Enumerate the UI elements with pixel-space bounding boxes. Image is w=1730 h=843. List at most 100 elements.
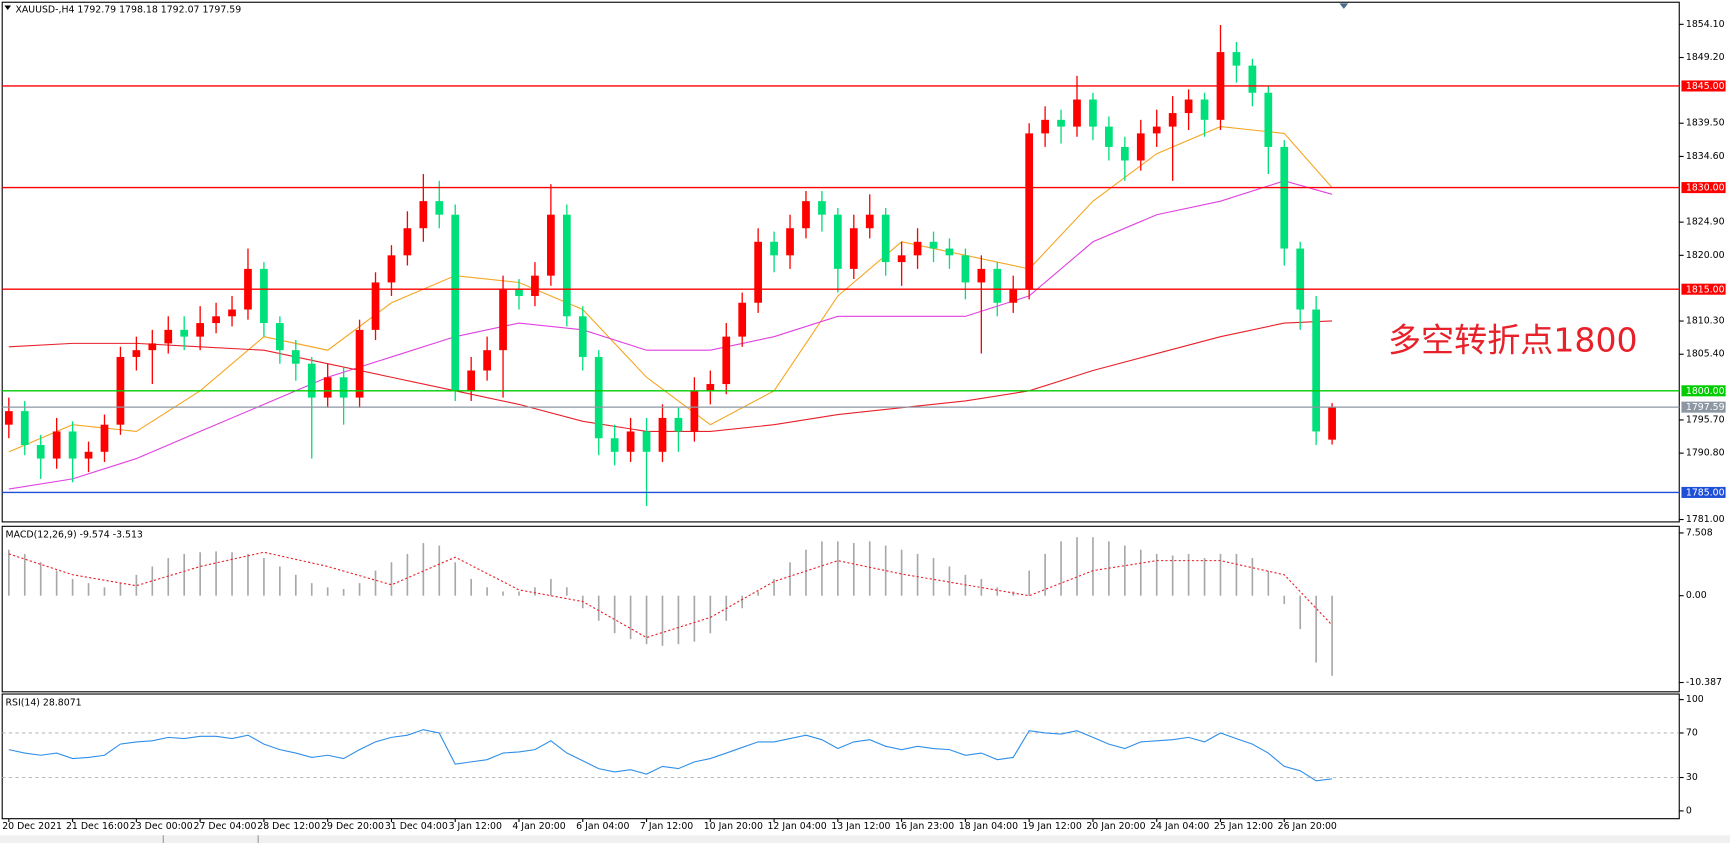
candle-body bbox=[562, 214, 571, 317]
candle-body bbox=[802, 201, 810, 229]
level-label: 1797.59 bbox=[1686, 402, 1725, 413]
y-tick-label: 1849.20 bbox=[1686, 52, 1725, 63]
candle-body bbox=[355, 329, 364, 398]
level-tag bbox=[1681, 80, 1726, 92]
candle-body bbox=[913, 241, 922, 256]
candle-body bbox=[36, 445, 45, 459]
x-tick-label: 16 Jan 23:00 bbox=[895, 821, 954, 832]
y-tick-label: 7.508 bbox=[1686, 527, 1713, 538]
candle-body bbox=[483, 350, 491, 371]
candle-body bbox=[1105, 126, 1113, 147]
candle-body bbox=[706, 384, 715, 391]
candle-body bbox=[1248, 65, 1257, 93]
candle-body bbox=[1009, 289, 1018, 303]
y-tick-label: 0.00 bbox=[1686, 590, 1707, 601]
candle-body bbox=[738, 302, 747, 337]
y-tick-label: 1834.60 bbox=[1686, 151, 1725, 162]
candle-body bbox=[387, 255, 396, 283]
x-tick-label: 23 Dec 00:00 bbox=[130, 821, 193, 832]
candle-body bbox=[148, 343, 157, 351]
candle-body bbox=[547, 214, 555, 276]
y-tick-label: 1781.00 bbox=[1686, 514, 1725, 525]
x-tick-label: 20 Jan 20:00 bbox=[1086, 821, 1145, 832]
candle-body bbox=[20, 411, 29, 446]
candle-body bbox=[626, 431, 635, 452]
candle-body bbox=[68, 431, 77, 459]
chart-title: XAUUSD-,H4 1792.79 1798.18 1792.07 1797.… bbox=[15, 4, 241, 15]
candle-body bbox=[1328, 407, 1336, 440]
candle-body bbox=[323, 377, 332, 398]
level-label: 1800.00 bbox=[1686, 386, 1725, 397]
candle-body bbox=[690, 390, 699, 432]
x-tick-label: 13 Jan 12:00 bbox=[831, 821, 890, 832]
moving-average bbox=[8, 180, 1333, 490]
menu-arrow bbox=[4, 5, 12, 10]
candle-body bbox=[1264, 92, 1273, 147]
level-tag bbox=[1681, 486, 1726, 498]
tab-bar bbox=[0, 835, 1730, 843]
candle-body bbox=[1152, 126, 1161, 134]
candle-body bbox=[451, 214, 460, 391]
candle-body bbox=[435, 201, 444, 215]
candle-body bbox=[1025, 133, 1034, 290]
candle-body bbox=[833, 214, 842, 269]
y-tick-label: 100 bbox=[1686, 694, 1704, 705]
level-tag bbox=[1681, 385, 1726, 397]
x-tick-label: 19 Jan 12:00 bbox=[1023, 821, 1082, 832]
candle-body bbox=[531, 275, 539, 296]
candle-body bbox=[594, 356, 603, 439]
candle-body bbox=[1136, 133, 1145, 161]
candle-body bbox=[180, 329, 189, 337]
candle-body bbox=[818, 201, 826, 215]
y-tick-label: 1790.80 bbox=[1686, 448, 1725, 459]
candle-body bbox=[212, 316, 220, 324]
candle-body bbox=[754, 241, 763, 303]
level-label: 1785.00 bbox=[1686, 487, 1725, 498]
x-tick-label: 10 Jan 20:00 bbox=[704, 821, 763, 832]
x-tick-label: 26 Jan 20:00 bbox=[1278, 821, 1337, 832]
signal-line bbox=[8, 551, 1333, 639]
y-tick-label: 1795.70 bbox=[1686, 414, 1725, 425]
y-tick-label: -10.387 bbox=[1686, 677, 1722, 688]
candle-body bbox=[100, 424, 109, 452]
candle-body bbox=[1296, 248, 1305, 310]
candle-body bbox=[371, 282, 380, 330]
level-label: 1830.00 bbox=[1686, 183, 1725, 194]
candle-body bbox=[419, 201, 428, 229]
candle-body bbox=[1200, 99, 1209, 120]
candle-body bbox=[4, 411, 13, 425]
x-tick-label: 25 Jan 12:00 bbox=[1214, 821, 1273, 832]
candle-body bbox=[499, 289, 507, 351]
candle-body bbox=[467, 370, 476, 391]
candle-body bbox=[1184, 99, 1193, 114]
y-tick-label: 1839.50 bbox=[1686, 118, 1725, 129]
candle-body bbox=[770, 241, 778, 256]
y-tick-label: 1820.00 bbox=[1686, 250, 1725, 261]
candle-body bbox=[132, 350, 141, 357]
candle-body bbox=[722, 336, 731, 385]
candle-body bbox=[1089, 99, 1097, 127]
y-tick-label: 70 bbox=[1686, 727, 1698, 738]
macd-title: MACD(12,26,9) -9.574 -3.513 bbox=[6, 530, 143, 541]
x-tick-label: 24 Jan 04:00 bbox=[1150, 821, 1209, 832]
x-tick-label: 6 Jan 04:00 bbox=[576, 821, 629, 832]
candle-body bbox=[1280, 146, 1289, 249]
x-tick-label: 12 Jan 04:00 bbox=[767, 821, 826, 832]
rsi-line bbox=[8, 729, 1333, 782]
candle-body bbox=[1057, 119, 1065, 127]
x-tick-label: 3 Jan 12:00 bbox=[449, 821, 502, 832]
candle-body bbox=[260, 268, 268, 324]
candle-body bbox=[929, 241, 938, 249]
candle-body bbox=[977, 268, 986, 283]
y-tick-label: 30 bbox=[1686, 772, 1698, 783]
x-tick-label: 18 Jan 04:00 bbox=[959, 821, 1018, 832]
x-tick-label: 20 Dec 2021 bbox=[2, 821, 62, 832]
candle-body bbox=[275, 323, 284, 351]
candle-body bbox=[865, 214, 874, 229]
candle-body bbox=[945, 248, 954, 256]
candle-body bbox=[897, 255, 906, 263]
candle-body bbox=[1120, 146, 1129, 161]
x-tick-label: 29 Dec 20:00 bbox=[321, 821, 384, 832]
y-tick-label: 1805.40 bbox=[1686, 349, 1725, 360]
